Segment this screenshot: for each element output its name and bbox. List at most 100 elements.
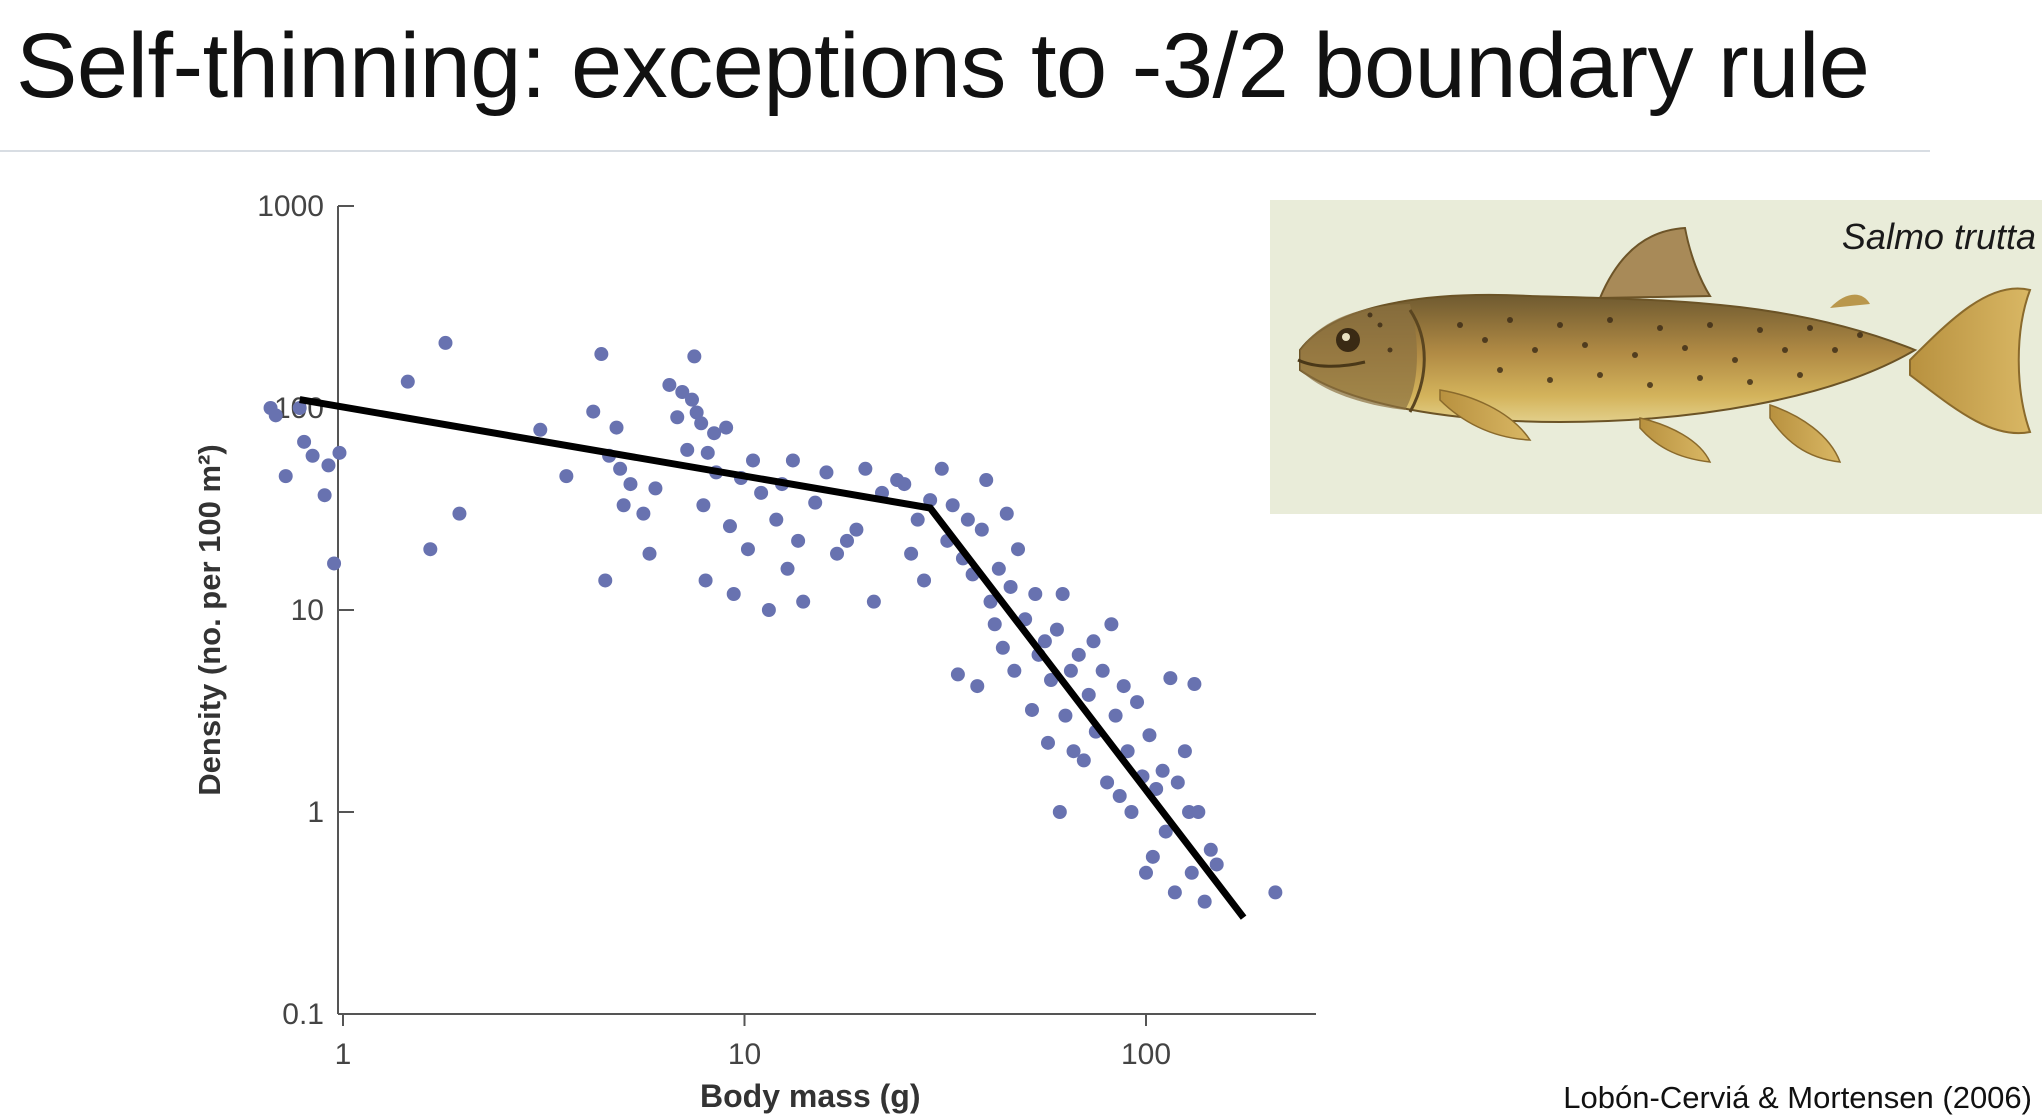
data-point: [858, 461, 873, 476]
data-point: [785, 453, 800, 468]
data-point: [917, 573, 932, 588]
data-point: [423, 542, 438, 557]
data-point: [1081, 687, 1096, 702]
data-point: [950, 667, 965, 682]
data-point: [1163, 671, 1178, 686]
title-divider: [0, 150, 1930, 152]
data-point: [923, 493, 938, 508]
data-point: [780, 561, 795, 576]
data-point: [609, 420, 624, 435]
data-point: [1155, 763, 1170, 778]
data-point: [438, 335, 453, 350]
data-point: [1044, 673, 1059, 688]
data-point: [662, 377, 677, 392]
y-tick-label: 1000: [257, 190, 324, 223]
data-point: [1116, 679, 1131, 694]
data-point: [1052, 805, 1067, 819]
data-point: [1191, 805, 1206, 819]
data-point: [670, 410, 685, 425]
x-axis-label: Body mass (g): [700, 1078, 921, 1114]
data-point: [680, 442, 695, 457]
data-point: [694, 416, 709, 431]
data-point: [740, 542, 755, 557]
data-point: [974, 522, 989, 537]
y-tick-label: 1: [307, 796, 324, 829]
x-tick-label: 10: [728, 1038, 761, 1071]
trout-illustration-panel: Salmo trutta: [1270, 200, 2042, 514]
data-point: [559, 469, 574, 484]
slide-title: Self-thinning: exceptions to -3/2 bounda…: [16, 15, 1870, 117]
data-point: [726, 587, 741, 602]
data-point: [452, 506, 467, 521]
data-point: [722, 519, 737, 534]
data-point: [1049, 622, 1064, 637]
data-point: [533, 422, 548, 437]
data-point: [1011, 542, 1026, 557]
data-point: [642, 546, 657, 561]
data-point: [1130, 695, 1145, 710]
data-point: [1086, 634, 1101, 649]
data-point: [1177, 744, 1192, 759]
data-point: [897, 477, 912, 492]
data-point: [746, 453, 761, 468]
data-point: [1142, 728, 1157, 743]
brown-trout-icon: [1297, 226, 2032, 463]
data-point: [1197, 894, 1212, 909]
fit-line: [299, 396, 1247, 920]
data-point: [849, 522, 864, 537]
data-point: [1112, 789, 1127, 804]
data-point: [1268, 885, 1283, 900]
data-point: [1003, 579, 1018, 594]
data-point: [934, 461, 949, 476]
data-point: [598, 573, 613, 588]
data-point: [292, 401, 307, 415]
data-point: [839, 533, 854, 548]
data-point: [866, 594, 881, 609]
data-point: [999, 506, 1014, 521]
data-point: [979, 473, 994, 488]
data-point: [689, 405, 704, 420]
data-point: [830, 546, 845, 561]
data-point: [305, 448, 320, 463]
data-point: [696, 498, 711, 513]
data-point: [1058, 708, 1073, 723]
data-point: [648, 481, 663, 496]
data-point: [616, 498, 631, 513]
data-point: [1024, 702, 1039, 717]
data-point: [297, 434, 312, 449]
data-point: [586, 404, 601, 419]
data-point: [995, 640, 1010, 655]
data-point: [796, 594, 811, 609]
data-point: [1076, 753, 1091, 768]
data-point: [1040, 735, 1055, 750]
data-point: [1028, 587, 1043, 602]
data-point: [769, 512, 784, 527]
data-point: [970, 679, 985, 694]
x-tick-label: 1: [335, 1038, 352, 1071]
data-point: [698, 573, 713, 588]
data-point: [675, 385, 690, 400]
data-point: [1139, 865, 1153, 880]
data-point: [1158, 824, 1173, 839]
data-point: [1149, 781, 1164, 796]
data-point: [1108, 708, 1123, 723]
citation: Lobón-Cerviá & Mortensen (2006): [1563, 1080, 2032, 1115]
data-point: [761, 603, 776, 617]
data-point: [594, 347, 609, 362]
data-point: [1187, 677, 1202, 692]
data-point: [707, 426, 722, 441]
data-point: [1209, 857, 1224, 872]
data-point: [1145, 849, 1160, 864]
data-point: [268, 408, 283, 423]
data-point: [1100, 775, 1115, 790]
data-point: [983, 594, 998, 609]
data-point: [991, 561, 1006, 576]
data-point: [332, 445, 347, 460]
data-point: [317, 488, 332, 503]
data-point: [687, 349, 702, 364]
data-point: [1124, 805, 1139, 819]
data-point: [623, 477, 638, 492]
data-point: [1167, 885, 1182, 900]
data-point: [808, 495, 823, 510]
